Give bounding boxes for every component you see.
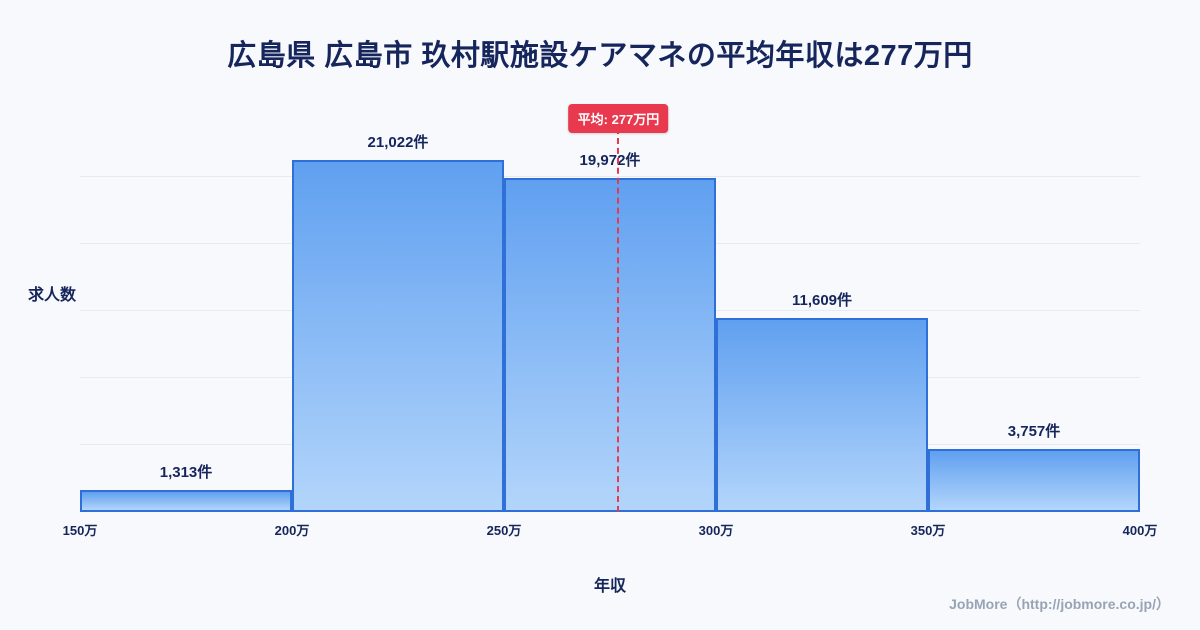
bar-value-label: 21,022件 <box>367 134 429 151</box>
x-tick-label: 400万 <box>1122 523 1158 538</box>
y-axis-label: 求人数 <box>28 287 77 304</box>
bar-value-label: 19,972件 <box>579 151 641 169</box>
x-tick-label: 250万 <box>486 523 522 538</box>
histogram-bar <box>80 490 292 512</box>
x-tick-label: 300万 <box>698 523 734 538</box>
x-tick-label: 150万 <box>62 523 98 538</box>
bar-value-label: 3,757件 <box>1007 423 1061 441</box>
gridline <box>80 176 1140 178</box>
x-axis-label: 年収 <box>593 578 626 595</box>
histogram-bar <box>716 317 928 512</box>
x-tick-label: 350万 <box>910 523 946 538</box>
plot-area: 平均: 277万円 1,313件 21,022件 19,972件 11,609件 3,7… <box>63 100 1157 538</box>
chart-title: 広島県 広島市 玖村駅施設ケアマネの平均年収は277万円 <box>227 40 973 72</box>
mean-line <box>617 128 620 512</box>
bar-value-label: 11,609件 <box>791 291 853 309</box>
bar-value-label: 1,313件 <box>159 464 213 482</box>
mean-badge-label: 平均: 277万円 <box>577 112 660 127</box>
x-tick-label: 200万 <box>274 523 310 538</box>
histogram-bar <box>292 160 504 512</box>
footer-credit: JobMore（http://jobmore.co.jp/） <box>949 596 1170 612</box>
mean-badge: 平均: 277万円 <box>568 104 669 133</box>
histogram-bar <box>504 177 716 512</box>
histogram-bar <box>928 449 1140 512</box>
